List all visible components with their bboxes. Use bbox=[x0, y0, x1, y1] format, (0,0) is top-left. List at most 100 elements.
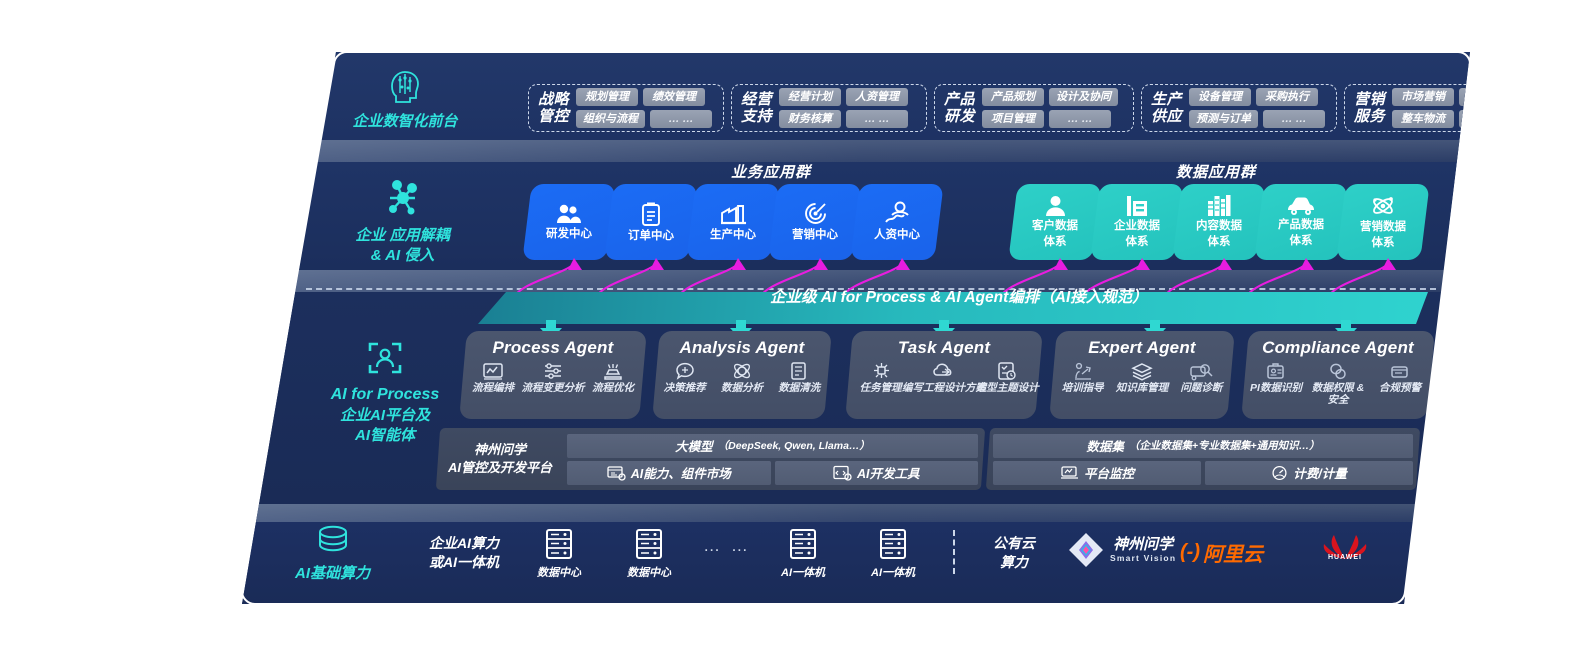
agent-feature[interactable]: PI数据识别 bbox=[1245, 361, 1306, 394]
platform-bar-billing[interactable]: 计费/计量 bbox=[1205, 460, 1413, 485]
group-name-line1: 战略 bbox=[538, 90, 570, 108]
infra-ellipsis: … … bbox=[703, 536, 751, 555]
agent-feature-label: 数据分析 bbox=[720, 382, 763, 394]
id-card-icon bbox=[1267, 363, 1284, 379]
agent-feature-label: 流程优化 bbox=[591, 382, 634, 394]
infra-label-line2: 算力 bbox=[1000, 553, 1028, 570]
platform-bar-label: 数据集 bbox=[1086, 440, 1124, 454]
factory-icon bbox=[720, 205, 746, 225]
infra-label: AI一体机 bbox=[871, 567, 915, 579]
agent-card-expert[interactable]: Expert Agent 培训指导 bbox=[1049, 331, 1235, 419]
server-rack-icon bbox=[636, 529, 662, 559]
analysis-atom-icon bbox=[733, 363, 750, 379]
rail-applications-label-2: & AI 侵入 bbox=[370, 247, 435, 265]
infra-item-more: … … bbox=[694, 536, 760, 556]
agent-feature[interactable]: 知识库管理 bbox=[1113, 361, 1172, 394]
strategy-group-4: 营销 服务 市场营销 客户关系 整车物流 … … bbox=[1344, 84, 1470, 132]
app-card-label: 研发中心 bbox=[546, 227, 592, 240]
data-card-marketing[interactable]: 营销数据 体系 bbox=[1336, 184, 1430, 260]
components-icon bbox=[607, 465, 626, 481]
group-name: 经营 支持 bbox=[741, 91, 772, 126]
agent-card-analysis[interactable]: Analysis Agent 决策推荐 bbox=[652, 331, 832, 419]
agent-feature-label: PI数据识别 bbox=[1250, 382, 1302, 394]
group-name: 战略 管控 bbox=[538, 91, 569, 126]
group-name-line2: 供应 bbox=[1151, 108, 1183, 125]
app-card-research[interactable]: 研发中心 bbox=[522, 184, 616, 260]
agent-feature[interactable]: 流程变更分析 bbox=[522, 361, 585, 394]
agent-feature[interactable]: 数据分析 bbox=[714, 361, 771, 394]
infra-item-ai-appliance-2: AI一体机 bbox=[862, 528, 924, 581]
app-card-production[interactable]: 生产中心 bbox=[686, 184, 780, 260]
agent-feature[interactable]: 数据清洗 bbox=[771, 361, 828, 394]
infra-label-line1: 企业AI算力 bbox=[429, 535, 499, 551]
agent-feature-label: 决策推荐 bbox=[663, 382, 706, 394]
group-cell: 规划管理 bbox=[576, 87, 639, 106]
logo-smart-vision-name: 神州问学 bbox=[1113, 536, 1174, 554]
data-card-content[interactable]: 内容数据 体系 bbox=[1172, 184, 1266, 260]
devtool-icon bbox=[833, 465, 852, 481]
logo-smart-vision-sub: Smart Vision bbox=[1110, 552, 1177, 563]
platform-bar-components[interactable]: AI能力、组件市场 bbox=[567, 460, 771, 485]
data-card-label-2: 体系 bbox=[1125, 236, 1149, 249]
platform-right: 数据集 （企业数据集+专业数据集+通用知识…） 平台监控 bbox=[985, 428, 1421, 490]
data-card-customer[interactable]: 客户数据 体系 bbox=[1008, 184, 1102, 260]
infra-item-datacenter-2: 数据中心 bbox=[618, 528, 680, 581]
target-icon bbox=[804, 203, 826, 225]
app-card-order[interactable]: 订单中心 bbox=[604, 184, 698, 260]
data-card-product[interactable]: 产品数据 体系 bbox=[1254, 184, 1348, 260]
rail-applications: 企业 应用解耦 & AI 侵入 bbox=[320, 178, 485, 267]
agent-feature[interactable]: 流程编排 bbox=[463, 361, 522, 394]
group-name: 生产 供应 bbox=[1151, 91, 1182, 126]
people-group-icon bbox=[557, 204, 581, 223]
group-cell: 采购执行 bbox=[1256, 87, 1319, 106]
layers-icon bbox=[1131, 363, 1153, 381]
logo-alicloud-name: 阿里云 bbox=[1202, 544, 1263, 566]
svg-text:HUAWEI: HUAWEI bbox=[1328, 554, 1362, 560]
app-card-label: 营销中心 bbox=[792, 229, 838, 242]
agent-feature-label: 数据权限 & 安全 bbox=[1311, 382, 1365, 407]
agent-feature[interactable]: 编写工程设计方案 bbox=[902, 361, 986, 394]
group-name-line2: 管控 bbox=[538, 108, 570, 125]
app-card-hr[interactable]: 人资中心 bbox=[850, 184, 944, 260]
strategy-group-0: 战略 管控 规划管理 绩效管理 组织与流程 … … bbox=[528, 84, 724, 132]
flow-chart-icon bbox=[483, 363, 503, 380]
agent-feature[interactable]: 合规预警 bbox=[1369, 361, 1430, 394]
logo-smart-vision: 神州问学 Smart Vision bbox=[1068, 532, 1176, 568]
group-cell-more: … … bbox=[650, 110, 713, 129]
agent-feature[interactable]: 决策推荐 bbox=[656, 361, 713, 394]
infra-item-public-cloud: 公有云 算力 bbox=[975, 534, 1053, 572]
monitor-icon bbox=[1060, 465, 1078, 479]
agent-card-task[interactable]: Task Agent 任务管理 编写工程设计 bbox=[845, 331, 1043, 419]
group-name-line2: 支持 bbox=[741, 108, 773, 125]
agent-feature[interactable]: 流程优化 bbox=[583, 361, 642, 394]
platform-bar-datasets[interactable]: 数据集 （企业数据集+专业数据集+通用知识…） bbox=[993, 433, 1413, 458]
data-card-enterprise[interactable]: 企业数据 体系 bbox=[1090, 184, 1184, 260]
design-clock-icon bbox=[998, 362, 1017, 380]
agent-feature[interactable]: 培训指导 bbox=[1053, 361, 1112, 394]
business-group-title: 业务应用群 bbox=[731, 164, 812, 181]
agent-feature[interactable]: 造型主题设计 bbox=[976, 361, 1039, 394]
server-rack-icon bbox=[880, 529, 906, 559]
platform-bar-monitor[interactable]: 平台监控 bbox=[993, 460, 1201, 485]
app-card-marketing[interactable]: 营销中心 bbox=[768, 184, 862, 260]
user-avatar-icon bbox=[1045, 196, 1065, 217]
agent-feature[interactable]: 问题诊断 bbox=[1172, 361, 1231, 394]
group-cell: 整车物流 bbox=[1392, 110, 1455, 129]
logo-huawei: HUAWEI bbox=[1310, 530, 1380, 565]
rail-applications-label-1: 企业 应用解耦 bbox=[355, 227, 450, 244]
agent-card-process[interactable]: Process Agent 流程编排 bbox=[459, 331, 647, 419]
agent-name: Process Agent bbox=[492, 338, 614, 357]
agent-card-compliance[interactable]: Compliance Agent PI数据识别 bbox=[1241, 331, 1435, 419]
agent-feature[interactable]: 数据权限 & 安全 bbox=[1307, 361, 1368, 406]
platform-bar-devtools[interactable]: AI开发工具 bbox=[774, 460, 979, 485]
platform-bar-label: AI能力、组件市场 bbox=[630, 467, 731, 481]
agent-feature-label: 知识库管理 bbox=[1115, 382, 1169, 394]
data-group-title: 数据应用群 bbox=[1176, 164, 1257, 181]
atom-icon bbox=[1372, 196, 1393, 214]
huawei-logo: HUAWEI bbox=[1323, 535, 1367, 561]
infra-item-datacenter-1: 数据中心 bbox=[528, 528, 590, 581]
platform-bar-models[interactable]: 大模型 （DeepSeek, Qwen, Llama…） bbox=[567, 433, 978, 458]
group-cell: 组织与流程 bbox=[576, 110, 646, 129]
group-name-line1: 生产 bbox=[1151, 90, 1183, 108]
